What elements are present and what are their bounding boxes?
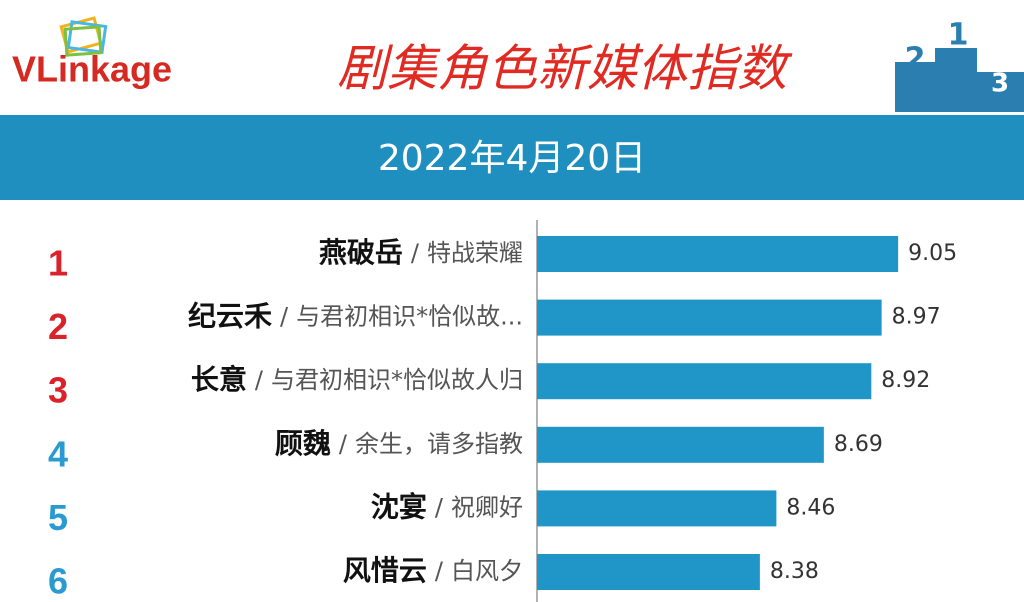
svg-text:3: 3 — [991, 69, 1009, 99]
separator: / — [255, 366, 264, 394]
rank: 1 — [48, 243, 68, 284]
row-label: 纪云禾 / 与君初相识*恰似故... — [188, 300, 523, 333]
chart-title: 剧集角色新媒体指数 — [337, 40, 793, 98]
chart-subtitle: 2022年4月20日 — [378, 138, 646, 179]
svg-text:2: 2 — [905, 42, 926, 77]
show-name: 白风夕 — [451, 557, 523, 585]
rank: 2 — [48, 306, 68, 347]
bar — [537, 299, 882, 336]
rank: 6 — [48, 561, 68, 602]
separator: / — [435, 493, 444, 521]
show-name: 与君初相识*恰似故人归 — [271, 366, 523, 394]
separator: / — [339, 430, 348, 458]
character-name: 燕破岳 — [319, 236, 403, 269]
row-label: 沈宴 / 祝卿好 — [371, 490, 523, 523]
character-name: 沈宴 — [371, 490, 427, 523]
value-label: 8.38 — [770, 559, 819, 584]
brand: VLinkage — [12, 49, 172, 90]
separator: / — [435, 557, 444, 585]
show-name: 余生，请多指教 — [355, 430, 523, 458]
bar — [537, 236, 899, 272]
value-label: 9.05 — [908, 241, 957, 266]
svg-text:1: 1 — [948, 18, 969, 53]
rank: 5 — [48, 497, 68, 538]
character-name: 长意 — [191, 363, 247, 396]
value-label: 8.92 — [881, 368, 930, 393]
logo-icon — [59, 16, 108, 57]
character-name: 风惜云 — [343, 554, 427, 587]
rank: 3 — [48, 370, 68, 411]
date-band — [0, 115, 1024, 200]
character-name: 纪云禾 — [188, 300, 272, 333]
value-label: 8.97 — [892, 305, 941, 330]
show-name: 与君初相识*恰似故... — [296, 303, 523, 331]
row-label: 燕破岳 / 特战荣耀 — [319, 236, 523, 269]
rank: 4 — [48, 433, 68, 474]
value-label: 8.69 — [834, 432, 883, 457]
row-label: 风惜云 / 白风夕 — [343, 554, 523, 587]
bar — [537, 490, 777, 527]
bar — [537, 426, 824, 463]
show-name: 祝卿好 — [451, 493, 523, 521]
value-label: 8.46 — [786, 495, 835, 520]
row-label: 顾魏 / 余生，请多指教 — [275, 427, 523, 460]
podium-icon: 2 1 3 — [895, 18, 1024, 112]
show-name: 特战荣耀 — [427, 239, 523, 267]
separator: / — [280, 303, 289, 331]
bar — [537, 554, 760, 590]
separator: / — [411, 239, 420, 267]
bar — [537, 363, 872, 400]
character-name: 顾魏 — [275, 427, 331, 460]
row-label: 长意 / 与君初相识*恰似故人归 — [191, 363, 523, 396]
